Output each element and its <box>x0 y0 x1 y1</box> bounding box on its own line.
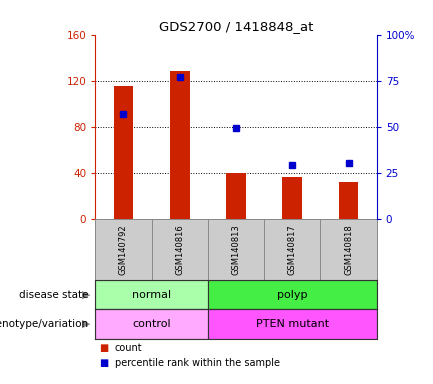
Text: count: count <box>115 343 142 353</box>
Text: percentile rank within the sample: percentile rank within the sample <box>115 358 280 368</box>
Bar <box>170 71 190 218</box>
Title: GDS2700 / 1418848_at: GDS2700 / 1418848_at <box>159 20 313 33</box>
Bar <box>95 280 208 309</box>
Bar <box>208 309 377 339</box>
Text: ■: ■ <box>100 358 109 368</box>
Bar <box>226 172 246 218</box>
Text: normal: normal <box>132 290 171 300</box>
Text: control: control <box>132 319 171 329</box>
Bar <box>339 182 359 218</box>
Text: ■: ■ <box>100 343 109 353</box>
Bar <box>282 177 302 218</box>
Text: PTEN mutant: PTEN mutant <box>256 319 329 329</box>
Text: ▶: ▶ <box>81 319 90 329</box>
Text: polyp: polyp <box>277 290 307 300</box>
Bar <box>208 280 377 309</box>
Text: GSM140816: GSM140816 <box>175 224 184 275</box>
Text: GSM140818: GSM140818 <box>344 224 353 275</box>
Text: genotype/variation: genotype/variation <box>0 319 89 329</box>
Text: GSM140792: GSM140792 <box>119 224 128 275</box>
Bar <box>113 86 133 218</box>
Bar <box>95 309 208 339</box>
Text: GSM140817: GSM140817 <box>288 224 297 275</box>
Text: GSM140813: GSM140813 <box>232 224 240 275</box>
Text: ▶: ▶ <box>81 290 90 300</box>
Text: disease state: disease state <box>19 290 89 300</box>
